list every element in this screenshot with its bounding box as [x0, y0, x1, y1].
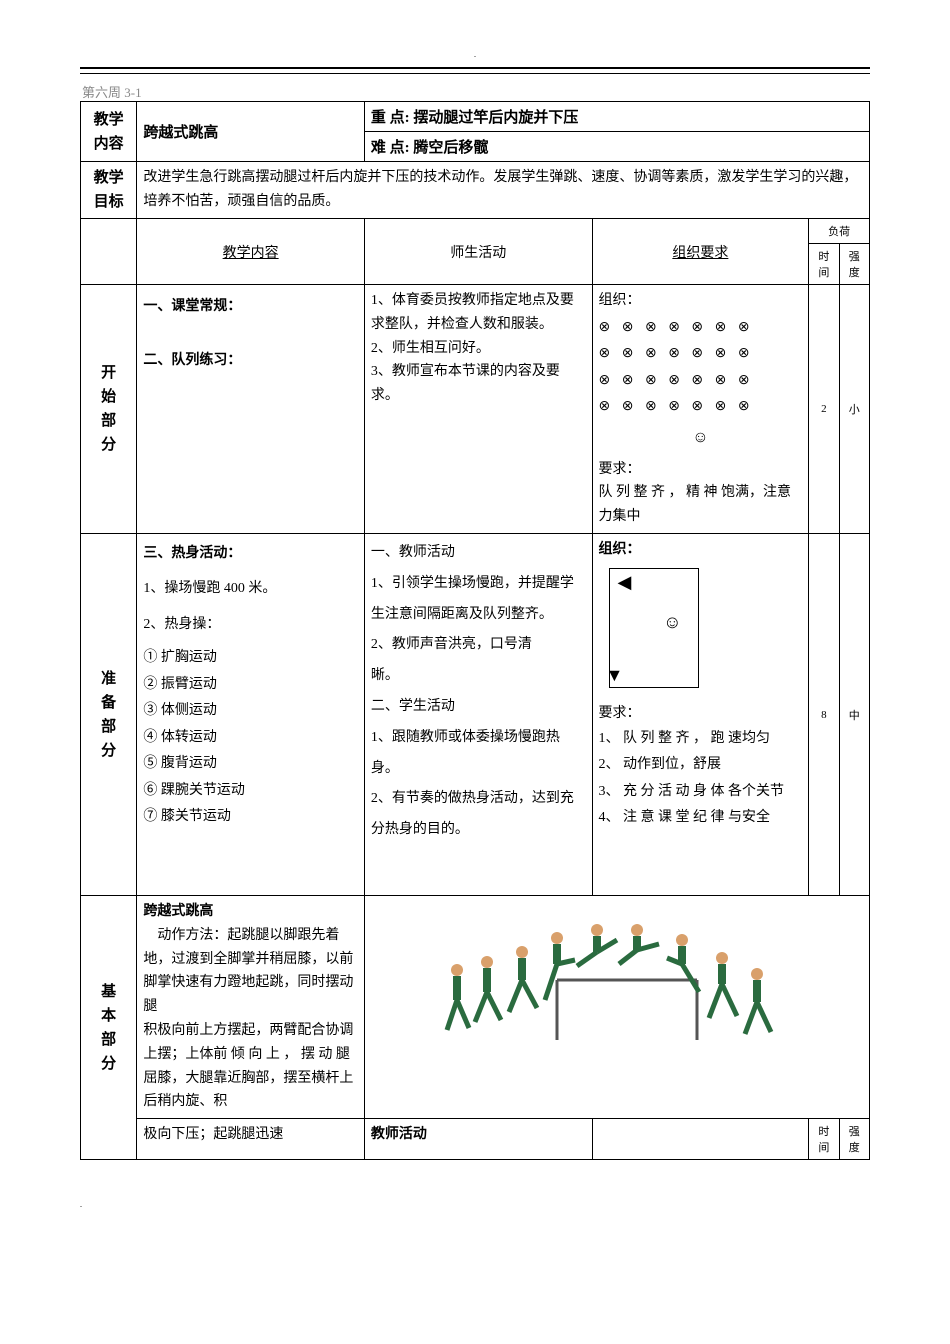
formation-row-2: ⊗ ⊗ ⊗ ⊗ ⊗ ⊗ ⊗ [599, 343, 803, 365]
label-start: 开 始 部 分 [81, 285, 137, 534]
basic-content: 跨越式跳高 动作方法：起跳腿以脚跟先着地，过渡到全脚掌并稍屈膝，以前脚掌快速有力… [137, 896, 365, 1119]
start-time: 2 [809, 285, 839, 534]
arrow-left-icon: ◀ [618, 567, 632, 598]
prep-intensity: 中 [839, 533, 869, 895]
rule-thick [80, 67, 870, 69]
difficulty-cell: 难 点: 腾空后移髋 [364, 132, 869, 162]
basic-org-empty [592, 1119, 809, 1160]
basic-time-label: 时间 [809, 1119, 839, 1160]
jump-illustration [364, 896, 869, 1119]
col-time: 时间 [809, 244, 839, 285]
basic-cont: 极向下压；起跳腿迅速 [137, 1119, 365, 1160]
page-bottom-marker: . [80, 1200, 870, 1209]
blank-corner [81, 219, 137, 285]
start-act-1: 1、体育委员按教师指定地点及要求整队，并检查人数和服装。 [371, 289, 586, 337]
basic-intensity-label: 强度 [839, 1119, 869, 1160]
start-intensity: 小 [839, 285, 869, 534]
week-label: 第六周 3-1 [82, 82, 870, 101]
prep-content: 三、热身活动： 1、操场慢跑 400 米。 2、热身操： ① 扩胸运动 ② 振臂… [137, 533, 365, 895]
start-req-label: 要求： [599, 458, 803, 482]
label-subject: 教学 内容 [81, 102, 137, 162]
prep-activity: 一、教师活动 1、引领学生操场慢跑，并提醒学生注意间隔距离及队列整齐。 2、教师… [364, 533, 592, 895]
prep-org: 组织： ◀ ▼ ☺ 要求： 1、 队 列 整 齐 ， 跑 速均匀 2、 动作到位… [592, 533, 809, 895]
label-prep: 准 备 部 分 [81, 533, 137, 895]
start-content: 一、课堂常规： 二、队列练习： [137, 285, 365, 534]
prep-time: 8 [809, 533, 839, 895]
goal-text: 改进学生急行跳高摆动腿过杆后内旋并下压的技术动作。发展学生弹跳、速度、协调等素质… [137, 162, 870, 219]
formation-row-4: ⊗ ⊗ ⊗ ⊗ ⊗ ⊗ ⊗ [599, 396, 803, 418]
smiley-icon: ☺ [663, 607, 681, 638]
col-content: 教学内容 [137, 219, 365, 285]
col-org: 组织要求 [592, 219, 809, 285]
teacher-face-icon: ☺ [599, 424, 803, 451]
start-org: 组织： ⊗ ⊗ ⊗ ⊗ ⊗ ⊗ ⊗ ⊗ ⊗ ⊗ ⊗ ⊗ ⊗ ⊗ ⊗ ⊗ ⊗ ⊗ … [592, 285, 809, 534]
start-c1: 一、课堂常规： [143, 295, 358, 319]
formation-row-3: ⊗ ⊗ ⊗ ⊗ ⊗ ⊗ ⊗ [599, 370, 803, 392]
keypoint-cell: 重 点: 摆动腿过竿后内旋并下压 [364, 102, 869, 132]
start-activity: 1、体育委员按教师指定地点及要求整队，并检查人数和服装。 2、师生相互问好。 3… [364, 285, 592, 534]
high-jump-svg [437, 900, 797, 1050]
col-activity: 师生活动 [364, 219, 592, 285]
page-top-marker: . [80, 50, 870, 59]
start-c2: 二、队列练习： [143, 349, 358, 373]
lesson-plan-table: 教学 内容 跨越式跳高 重 点: 摆动腿过竿后内旋并下压 难 点: 腾空后移髋 … [80, 101, 870, 1160]
rule-thin [80, 73, 870, 74]
subject-title: 跨越式跳高 [137, 102, 365, 162]
track-diagram: ◀ ▼ ☺ [609, 568, 699, 688]
formation-row-1: ⊗ ⊗ ⊗ ⊗ ⊗ ⊗ ⊗ [599, 317, 803, 339]
col-intensity: 强度 [839, 244, 869, 285]
col-load: 负荷 [809, 219, 870, 244]
start-req-text: 队 列 整 齐 ， 精 神 饱满，注意力集中 [599, 481, 803, 529]
basic-activity-label: 教师活动 [364, 1119, 592, 1160]
arrow-down-icon: ▼ [606, 660, 624, 691]
start-act-3: 3、教师宣布本节课的内容及要求。 [371, 360, 586, 408]
label-goal: 教学 目标 [81, 162, 137, 219]
label-basic: 基 本 部 分 [81, 896, 137, 1160]
start-act-2: 2、师生相互问好。 [371, 337, 586, 361]
